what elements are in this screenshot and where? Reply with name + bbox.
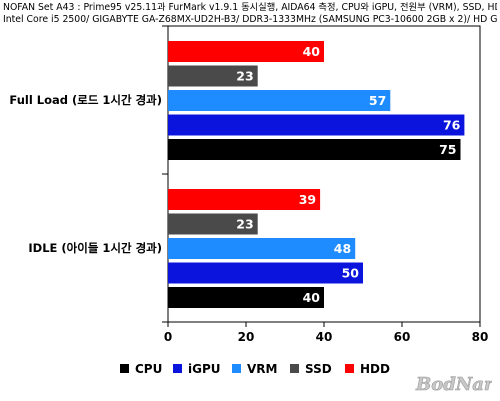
bar-ssd-idle xyxy=(168,213,258,235)
legend-swatch-igpu xyxy=(173,364,182,373)
watermark-logo: BodNara xyxy=(414,369,492,397)
data-label-ssd-full-load: 23 xyxy=(236,69,253,84)
x-tick-label-40: 40 xyxy=(316,330,333,344)
x-tick-label-60: 60 xyxy=(394,330,411,344)
legend-label-cpu: CPU xyxy=(135,362,162,376)
data-label-cpu-idle: 40 xyxy=(303,290,321,305)
data-label-vrm-full-load: 57 xyxy=(369,93,386,108)
bar-igpu-full-load xyxy=(168,114,465,136)
data-label-hdd-idle: 39 xyxy=(299,192,316,207)
data-label-igpu-idle: 50 xyxy=(342,266,360,281)
x-tick-label-0: 0 xyxy=(164,330,172,344)
bar-cpu-idle xyxy=(168,287,324,308)
data-label-igpu-full-load: 76 xyxy=(443,118,461,133)
category-label-full-load: Full Load (로드 1시간 경과) xyxy=(9,93,162,107)
data-label-hdd-full-load: 40 xyxy=(303,44,321,59)
x-tick-label-20: 20 xyxy=(238,330,255,344)
bar-igpu-idle xyxy=(168,262,363,284)
bar-hdd-idle xyxy=(168,189,321,210)
bar-hdd-full-load xyxy=(168,41,324,62)
legend-swatch-hdd xyxy=(345,364,354,373)
legend-label-ssd: SSD xyxy=(305,362,332,376)
legend-label-igpu: iGPU xyxy=(188,362,221,376)
data-label-vrm-idle: 48 xyxy=(334,241,351,256)
legend-label-vrm: VRM xyxy=(247,362,277,376)
svg-text:BodNara: BodNara xyxy=(415,374,492,395)
x-tick-label-80: 80 xyxy=(472,330,489,344)
data-label-cpu-full-load: 75 xyxy=(439,142,456,157)
bar-cpu-full-load xyxy=(168,139,461,160)
data-label-ssd-idle: 23 xyxy=(236,217,253,232)
header-line-1: NOFAN Set A43 : Prime95 v25.11과 FurMark … xyxy=(3,2,497,13)
legend-swatch-vrm xyxy=(232,364,241,373)
bar-vrm-idle xyxy=(168,238,356,259)
category-label-idle: IDLE (아이들 1시간 경과) xyxy=(28,241,162,255)
bar-vrm-full-load xyxy=(168,90,391,111)
legend-swatch-ssd xyxy=(290,364,299,373)
header-line-2: Intel Core i5 2500/ GIGABYTE GA-Z68MX-UD… xyxy=(3,14,497,25)
chart-header: NOFAN Set A43 : Prime95 v25.11과 FurMark … xyxy=(3,2,497,26)
legend-label-hdd: HDD xyxy=(360,362,390,376)
legend-swatch-cpu xyxy=(120,364,129,373)
bar-ssd-full-load xyxy=(168,65,258,87)
